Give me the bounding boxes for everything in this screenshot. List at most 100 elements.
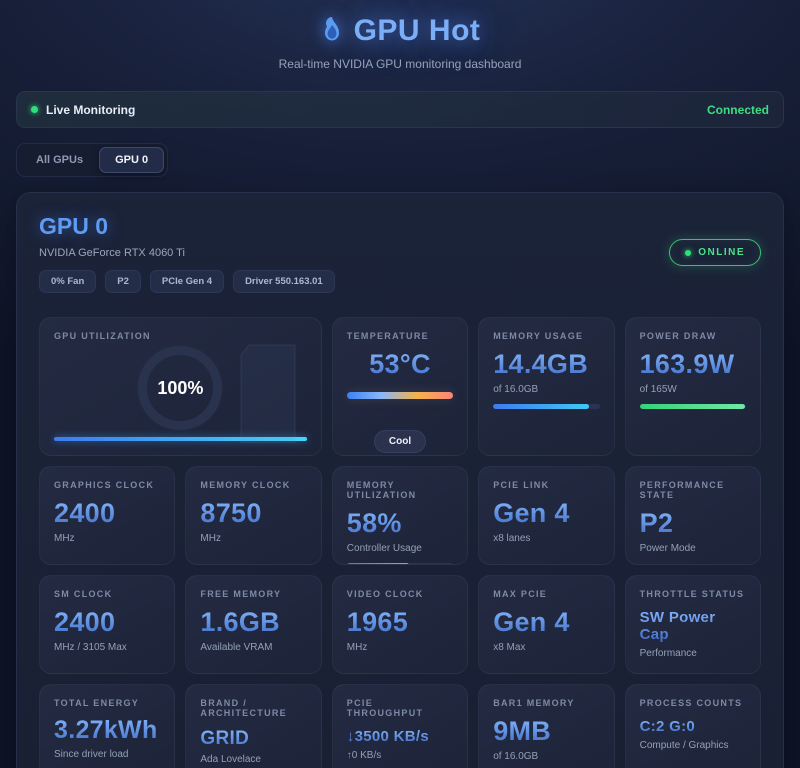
pcie-link-sub: x8 lanes (493, 533, 531, 544)
performance-state-sub: Power Mode (639, 543, 696, 554)
utilization-bar (54, 437, 307, 441)
utilization-sparkline (240, 344, 296, 443)
card-memory-clock: MEMORY CLOCK 8750 MHz (185, 466, 322, 565)
memory-utilization-label: MEMORY UTILIZATION (346, 480, 417, 500)
card-memory-usage: MEMORY USAGE 14.4GB of 16.0GB (478, 317, 615, 456)
process-counts-sub: Compute / Graphics (639, 740, 729, 751)
performance-state-value: P2 (639, 508, 674, 538)
metrics-grid: GPU UTILIZATION 100% TEMPERATURE 53°C Co… (39, 317, 761, 768)
power-draw-fill (639, 404, 745, 409)
card-gpu-utilization: GPU UTILIZATION 100% (39, 317, 322, 456)
pcie-throughput-tx-value: ↑0 KB/s (346, 750, 382, 761)
brand-architecture-label: BRAND / ARCHITECTURE (200, 698, 287, 718)
memory-utilization-value: 58% (346, 508, 402, 538)
card-brand-architecture: BRAND / ARCHITECTURE GRID Ada Lovelace (185, 684, 322, 768)
throttle-status-label: THROTTLE STATUS (639, 589, 745, 599)
tab-gpu-0[interactable]: GPU 0 (99, 147, 165, 173)
gpu-card: GPU 0 NVIDIA GeForce RTX 4060 Ti 0% Fan … (16, 192, 784, 768)
card-bar1-memory: BAR1 MEMORY 9MB of 16.0GB (478, 684, 615, 768)
bar1-memory-value: 9MB (493, 716, 552, 746)
power-draw-sub: of 165W (639, 384, 677, 395)
performance-state-label: PERFORMANCE STATE (639, 480, 725, 500)
graphics-clock-sub: MHz (54, 533, 75, 544)
live-status-dot-icon (31, 106, 38, 113)
gpu-chip-row: 0% Fan P2 PCIe Gen 4 Driver 550.163.01 (39, 270, 761, 293)
chip-driver: Driver 550.163.01 (233, 270, 335, 293)
memory-usage-label: MEMORY USAGE (493, 331, 584, 341)
card-total-energy: TOTAL ENERGY 3.27kWh Since driver load (39, 684, 176, 768)
throttle-status-sub: Performance (639, 648, 697, 659)
memory-clock-label: MEMORY CLOCK (200, 480, 291, 490)
card-temperature: TEMPERATURE 53°C Cool (331, 317, 469, 456)
memory-clock-sub: MHz (200, 533, 221, 544)
pcie-link-label: PCIE LINK (493, 480, 550, 490)
brand-architecture-sub: Ada Lovelace (200, 754, 261, 765)
memory-usage-value: 14.4GB (493, 349, 589, 379)
sm-clock-value: 2400 (54, 607, 116, 637)
utilization-value: 100% (157, 377, 204, 398)
online-dot-icon (685, 249, 692, 256)
card-pcie-link: PCIE LINK Gen 4 x8 lanes (478, 466, 615, 565)
total-energy-label: TOTAL ENERGY (54, 698, 140, 708)
chip-pstate: P2 (105, 270, 141, 293)
temperature-gradient-bar (346, 392, 454, 399)
bar1-memory-label: BAR1 MEMORY (493, 698, 575, 708)
card-memory-utilization: MEMORY UTILIZATION 58% Controller Usage (331, 466, 469, 565)
card-pcie-throughput: PCIE THROUGHPUT ↓3500 KB/s ↑0 KB/s (331, 684, 469, 768)
tab-all-gpus[interactable]: All GPUs (36, 154, 84, 166)
gpu-model: NVIDIA GeForce RTX 4060 Ti (39, 247, 185, 259)
card-graphics-clock: GRAPHICS CLOCK 2400 MHz (39, 466, 176, 565)
free-memory-value: 1.6GB (200, 607, 280, 637)
brand-architecture-value: GRID (200, 728, 250, 749)
process-counts-value: C:2 G:0 (639, 718, 696, 735)
online-status-badge: ONLINE (669, 239, 761, 266)
card-power-draw: POWER DRAW 163.9W of 165W (624, 317, 761, 456)
pcie-throughput-label: PCIE THROUGHPUT (346, 698, 424, 718)
card-process-counts: PROCESS COUNTS C:2 G:0 Compute / Graphic… (624, 684, 761, 768)
page-title: GPU Hot (353, 14, 481, 47)
video-clock-label: VIDEO CLOCK (346, 589, 424, 599)
card-video-clock: VIDEO CLOCK 1965 MHz (331, 575, 469, 674)
gpu-utilization-label: GPU UTILIZATION (54, 331, 151, 341)
memory-utilization-sub: Controller Usage (346, 543, 422, 554)
card-free-memory: FREE MEMORY 1.6GB Available VRAM (185, 575, 322, 674)
chip-pcie-gen: PCIe Gen 4 (149, 270, 225, 293)
bar1-memory-sub: of 16.0GB (493, 751, 539, 762)
memory-utilization-track (346, 563, 454, 564)
connection-status: Connected (706, 102, 769, 117)
live-monitoring-label: Live Monitoring (46, 102, 136, 117)
online-label: ONLINE (698, 247, 745, 258)
power-draw-value: 163.9W (639, 349, 735, 379)
power-draw-track (639, 404, 746, 409)
process-counts-label: PROCESS COUNTS (639, 698, 743, 708)
page-subtitle: Real-time NVIDIA GPU monitoring dashboar… (278, 57, 522, 71)
max-pcie-value: Gen 4 (493, 607, 570, 637)
free-memory-sub: Available VRAM (200, 642, 273, 653)
graphics-clock-label: GRAPHICS CLOCK (54, 480, 155, 490)
pcie-link-value: Gen 4 (493, 498, 570, 528)
temperature-value: 53°C (369, 349, 431, 379)
memory-utilization-fill (346, 563, 409, 564)
max-pcie-label: MAX PCIE (493, 589, 548, 599)
gpu-card-header: GPU 0 NVIDIA GeForce RTX 4060 Ti 0% Fan … (39, 213, 761, 293)
memory-usage-sub: of 16.0GB (493, 384, 539, 395)
sm-clock-sub: MHz / 3105 Max (54, 642, 127, 653)
temperature-state-badge: Cool (373, 430, 427, 453)
memory-clock-value: 8750 (200, 498, 262, 528)
status-bar: Live Monitoring Connected (16, 91, 784, 128)
video-clock-value: 1965 (346, 607, 409, 637)
total-energy-sub: Since driver load (54, 749, 129, 760)
sm-clock-label: SM CLOCK (54, 589, 113, 599)
chip-fan: 0% Fan (39, 270, 97, 293)
temperature-label: TEMPERATURE (346, 331, 429, 341)
free-memory-label: FREE MEMORY (200, 589, 282, 599)
total-energy-value: 3.27kWh (54, 716, 158, 744)
card-max-pcie: MAX PCIE Gen 4 x8 Max (478, 575, 615, 674)
throttle-status-value: SW Power Cap (640, 609, 746, 643)
card-performance-state: PERFORMANCE STATE P2 Power Mode (624, 466, 761, 565)
gpu-name: GPU 0 (39, 213, 109, 239)
power-draw-label: POWER DRAW (639, 331, 717, 341)
utilization-ring-gauge: 100% (138, 346, 223, 430)
graphics-clock-value: 2400 (54, 498, 116, 528)
pcie-throughput-rx-value: ↓3500 KB/s (346, 728, 430, 745)
